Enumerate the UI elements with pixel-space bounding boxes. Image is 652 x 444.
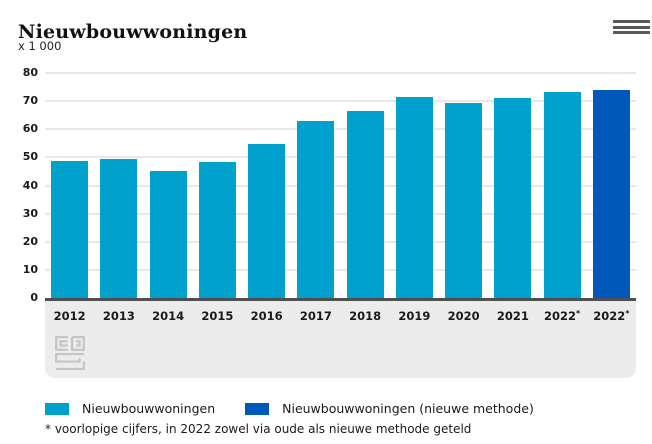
legend-item-0: Nieuwbouwwoningen: [45, 401, 215, 416]
gridline-40: [45, 184, 636, 187]
y-tick-label-80: 80: [22, 66, 38, 79]
menu-bar: [613, 20, 650, 23]
bar-slot: [439, 73, 488, 298]
bar-slot: [45, 73, 94, 298]
bar-slot: [488, 73, 537, 298]
gridline-20: [45, 240, 636, 243]
bar-slot: [341, 73, 390, 298]
bar-2014-2[interactable]: [149, 170, 187, 298]
bar-2013-1[interactable]: [100, 159, 138, 298]
y-tick-label-10: 10: [22, 262, 38, 276]
x-tick-label-2019: 2019: [398, 309, 431, 323]
x-tick-label-2017: 2017: [299, 309, 332, 323]
x-tick-label-2022*: 2022*: [544, 309, 581, 323]
gridline-10: [45, 268, 636, 271]
bar-2012-0[interactable]: [51, 161, 89, 298]
bars-row: [45, 73, 636, 298]
y-tick-label-70: 70: [22, 94, 38, 108]
bar-slot: [94, 73, 143, 298]
gridline-80: [45, 72, 636, 74]
bar-slot: [144, 73, 193, 298]
bar-2022*-10[interactable]: [543, 92, 581, 298]
bar-2016-4[interactable]: [248, 144, 286, 298]
legend-swatch-0: [45, 402, 69, 415]
footnote: * voorlopige cijfers, in 2022 zowel via …: [45, 422, 472, 436]
y-tick-label-20: 20: [22, 234, 38, 248]
x-tick-label-2012: 2012: [53, 309, 86, 323]
x-tick-label-2020: 2020: [447, 309, 480, 323]
x-tick-label-2013: 2013: [102, 309, 135, 323]
legend-item-1: Nieuwbouwwoningen (nieuwe methode): [245, 401, 534, 416]
menu-bar: [613, 31, 650, 35]
gridline-70: [45, 100, 636, 103]
legend-label-0: Nieuwbouwwoningen: [82, 401, 216, 416]
x-tick-label-2014: 2014: [152, 309, 185, 323]
x-axis-labels: 2012 2013 2014 2015 2016 2017 2018 2019 2020 2021…: [45, 309, 636, 323]
x-axis-band: 2012 2013 2014 2015 2016 2017 2018 2019 2020 2021…: [45, 301, 636, 378]
chart-legend: Nieuwbouwwoningen Nieuwbouwwoningen (nieu…: [45, 401, 534, 416]
y-tick-label-60: 60: [22, 122, 38, 136]
y-axis: 0 10 20 30 40 50 60 70 80: [0, 66, 38, 304]
x-tick-label-2016: 2016: [250, 309, 283, 323]
menu-bar: [613, 25, 650, 29]
gridline-30: [45, 212, 636, 215]
x-axis-line: [45, 298, 636, 301]
y-tick-label-50: 50: [22, 150, 38, 164]
bar-slot: [538, 73, 587, 298]
cbs-logo-icon: [55, 336, 85, 374]
plot-area: [45, 72, 636, 298]
bar-2021-9[interactable]: [494, 98, 532, 298]
gridline-50: [45, 156, 636, 159]
bar-2018-6[interactable]: [346, 111, 384, 298]
gridline-60: [45, 128, 636, 131]
bar-2019-7[interactable]: [395, 97, 433, 298]
hamburger-menu-icon[interactable]: [613, 20, 650, 36]
bar-2022*-11[interactable]: [592, 90, 630, 298]
y-tick-label-40: 40: [22, 178, 38, 192]
bar-2020-8[interactable]: [445, 102, 483, 298]
x-tick-label-2015: 2015: [201, 309, 234, 323]
legend-swatch-1: [245, 402, 270, 415]
y-axis-unit-label: x 1 000: [18, 39, 62, 53]
bar-slot: [242, 73, 291, 298]
bar-slot: [587, 73, 636, 298]
bar-slot: [291, 73, 340, 298]
x-tick-label-2021: 2021: [496, 309, 529, 323]
y-tick-label-0: 0: [30, 291, 38, 304]
chart-title: Nieuwbouwwoningen: [18, 20, 248, 43]
bar-2015-3[interactable]: [198, 162, 236, 298]
legend-label-1: Nieuwbouwwoningen (nieuwe methode): [282, 401, 534, 416]
bar-slot: [193, 73, 242, 298]
x-tick-label-2018: 2018: [349, 309, 382, 323]
y-tick-label-30: 30: [22, 206, 38, 220]
bar-2017-5[interactable]: [297, 121, 335, 298]
x-tick-label-2022*: 2022*: [593, 309, 630, 323]
bar-slot: [390, 73, 439, 298]
